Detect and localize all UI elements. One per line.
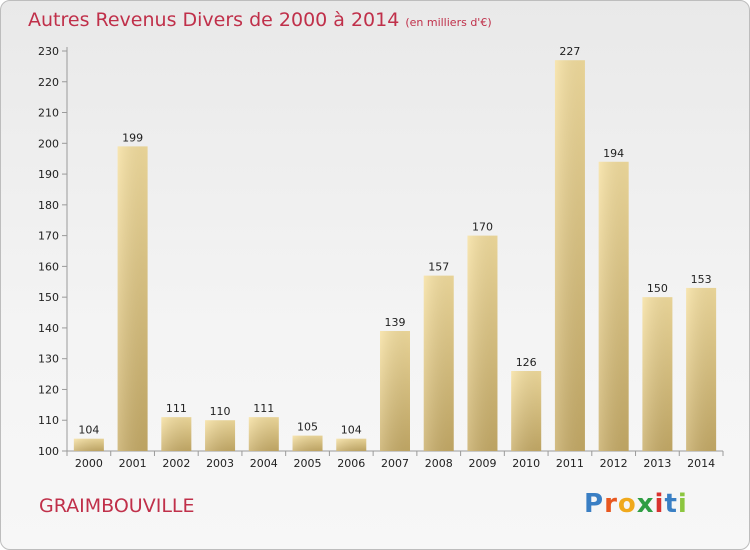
y-tick-label: 170	[38, 230, 59, 243]
logo-letter: o	[617, 489, 637, 519]
bar-shade	[467, 235, 498, 451]
labels: 2000 104 2001 199 2002 111 2003 110 2004 111 2005 1…	[75, 45, 715, 470]
y-tick-label: 110	[38, 414, 59, 427]
data-label: 157	[428, 261, 449, 274]
bar-shade	[554, 60, 585, 451]
y-tick-label: 220	[38, 76, 59, 89]
x-tick-label: 2002	[162, 457, 190, 470]
data-label: 227	[559, 45, 580, 58]
data-label: 105	[297, 421, 318, 434]
logo-letter: i	[677, 489, 688, 519]
y-tick-label: 120	[38, 383, 59, 396]
x-tick-label: 2014	[687, 457, 715, 470]
bar-shade	[292, 435, 323, 451]
data-label: 199	[122, 131, 143, 144]
logo-letter: P	[584, 489, 605, 519]
data-label: 194	[603, 147, 624, 160]
bar-shade	[642, 297, 673, 451]
logo-letter: r	[604, 489, 618, 519]
y-tick-label: 230	[38, 45, 59, 58]
x-tick-label: 2006	[337, 457, 365, 470]
x-tick-label: 2003	[206, 457, 234, 470]
data-label: 111	[253, 402, 274, 415]
bar-shade	[511, 371, 542, 451]
y-tick-label: 210	[38, 107, 59, 120]
y-tick-label: 180	[38, 199, 59, 212]
x-tick-label: 2012	[600, 457, 628, 470]
bars	[73, 60, 717, 451]
x-tick-label: 2010	[512, 457, 540, 470]
data-label: 126	[516, 356, 537, 369]
data-label: 139	[385, 316, 406, 329]
x-tick-label: 2008	[425, 457, 453, 470]
data-label: 104	[341, 424, 362, 437]
bar-shade	[423, 275, 454, 451]
bar-shade	[380, 331, 410, 451]
data-label: 150	[647, 282, 668, 295]
logo-letter: t	[664, 489, 678, 519]
bar-shade	[73, 438, 104, 451]
y-tick-label: 100	[38, 445, 59, 458]
proxiti-logo[interactable]: Proxiti	[584, 489, 688, 519]
bar-shade	[117, 146, 148, 451]
logo-letter: i	[654, 489, 665, 519]
data-label: 170	[472, 221, 493, 234]
bar-shade	[205, 420, 236, 451]
x-tick-label: 2013	[643, 457, 671, 470]
x-tick-label: 2009	[468, 457, 496, 470]
y-tick-label: 200	[38, 137, 59, 150]
bar-shade	[161, 417, 192, 451]
logo-letter: x	[636, 489, 655, 519]
data-label: 104	[78, 424, 99, 437]
x-tick-label: 2011	[556, 457, 584, 470]
x-tick-label: 2001	[119, 457, 147, 470]
y-tick-label: 140	[38, 322, 59, 335]
bar-shade	[248, 417, 279, 451]
data-label: 111	[166, 402, 187, 415]
y-tick-label: 130	[38, 353, 59, 366]
x-tick-label: 2000	[75, 457, 103, 470]
x-tick-label: 2004	[250, 457, 278, 470]
bar-shade	[336, 438, 367, 451]
data-label: 153	[691, 273, 712, 286]
data-label: 110	[210, 405, 231, 418]
bar-shade	[686, 287, 717, 451]
x-tick-label: 2007	[381, 457, 409, 470]
chart-subtitle: (en milliers d'€)	[405, 16, 492, 29]
title-row: Autres Revenus Divers de 2000 à 2014 (en …	[28, 9, 492, 31]
x-tick-label: 2005	[294, 457, 322, 470]
y-tick-label: 190	[38, 168, 59, 181]
commune-name: GRAIMBOUVILLE	[39, 495, 195, 517]
bar-shade	[598, 161, 629, 451]
chart-title: Autres Revenus Divers de 2000 à 2014	[28, 9, 400, 31]
y-tick-label: 160	[38, 260, 59, 273]
y-tick-label: 150	[38, 291, 59, 304]
